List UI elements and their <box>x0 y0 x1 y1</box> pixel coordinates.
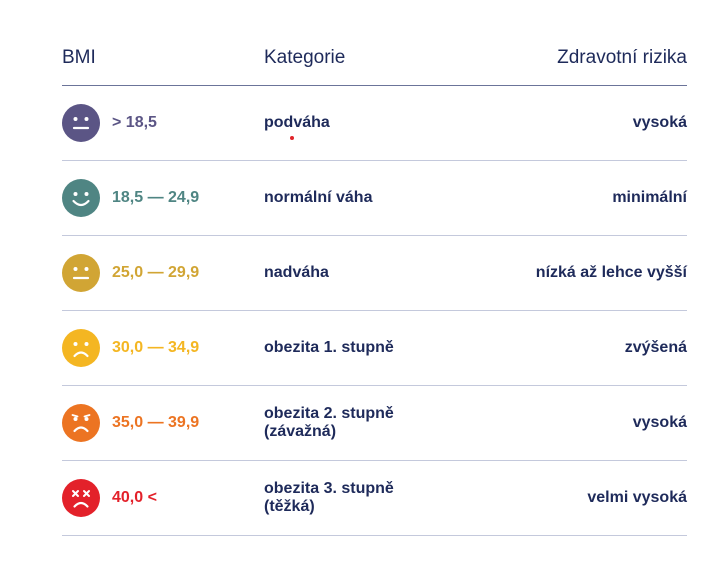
bmi-range: 35,0 — 39,9 <box>112 414 200 431</box>
bmi-table: BMI Kategorie Zdravotní rizika > 18,5 po… <box>62 30 687 536</box>
frowning-face-icon <box>62 404 100 442</box>
header-bmi: BMI <box>62 46 96 68</box>
category-label: obezita 3. stupně (těžká) <box>264 480 394 515</box>
category-label: obezita 1. stupně <box>264 339 394 356</box>
table-row: 40,0 < obezita 3. stupně (těžká) velmi v… <box>62 461 687 536</box>
table-row: 18,5 — 24,9 normální váha minimální <box>62 161 687 236</box>
bmi-range: > 18,5 <box>112 114 157 131</box>
neutral-face-icon <box>62 104 100 142</box>
header-risks: Zdravotní rizika <box>557 46 687 68</box>
table-row: > 18,5 podváha vysoká <box>62 86 687 161</box>
risk-label: zvýšená <box>624 339 687 356</box>
smiling-face-icon <box>62 179 100 217</box>
category-label: obezita 2. stupně (závažná) <box>264 405 394 440</box>
table-row: 35,0 — 39,9 obezita 2. stupně (závažná) … <box>62 386 687 461</box>
risk-label: nízká až lehce vyšší <box>535 264 687 281</box>
header-category: Kategorie <box>264 46 346 68</box>
neutral-face-icon <box>62 254 100 292</box>
risk-label: vysoká <box>632 414 687 431</box>
risk-label: minimální <box>612 189 687 206</box>
bmi-range: 30,0 — 34,9 <box>112 339 200 356</box>
table-row: 30,0 — 34,9 obezita 1. stupně zvýšená <box>62 311 687 386</box>
bmi-range: 18,5 — 24,9 <box>112 189 200 206</box>
marker-dot <box>290 136 294 140</box>
bmi-range: 25,0 — 29,9 <box>112 264 200 281</box>
category-label: nadváha <box>264 264 329 281</box>
bmi-range: 40,0 < <box>112 489 157 506</box>
category-label: normální váha <box>264 189 373 206</box>
category-label: podváha <box>264 114 330 131</box>
frowning-face-icon <box>62 329 100 367</box>
table-row: 25,0 — 29,9 nadváha nízká až lehce vyšší <box>62 236 687 311</box>
dizzy-face-icon <box>62 479 100 517</box>
risk-label: vysoká <box>632 114 687 131</box>
risk-label: velmi vysoká <box>587 489 687 506</box>
table-header: BMI Kategorie Zdravotní rizika <box>62 30 687 86</box>
